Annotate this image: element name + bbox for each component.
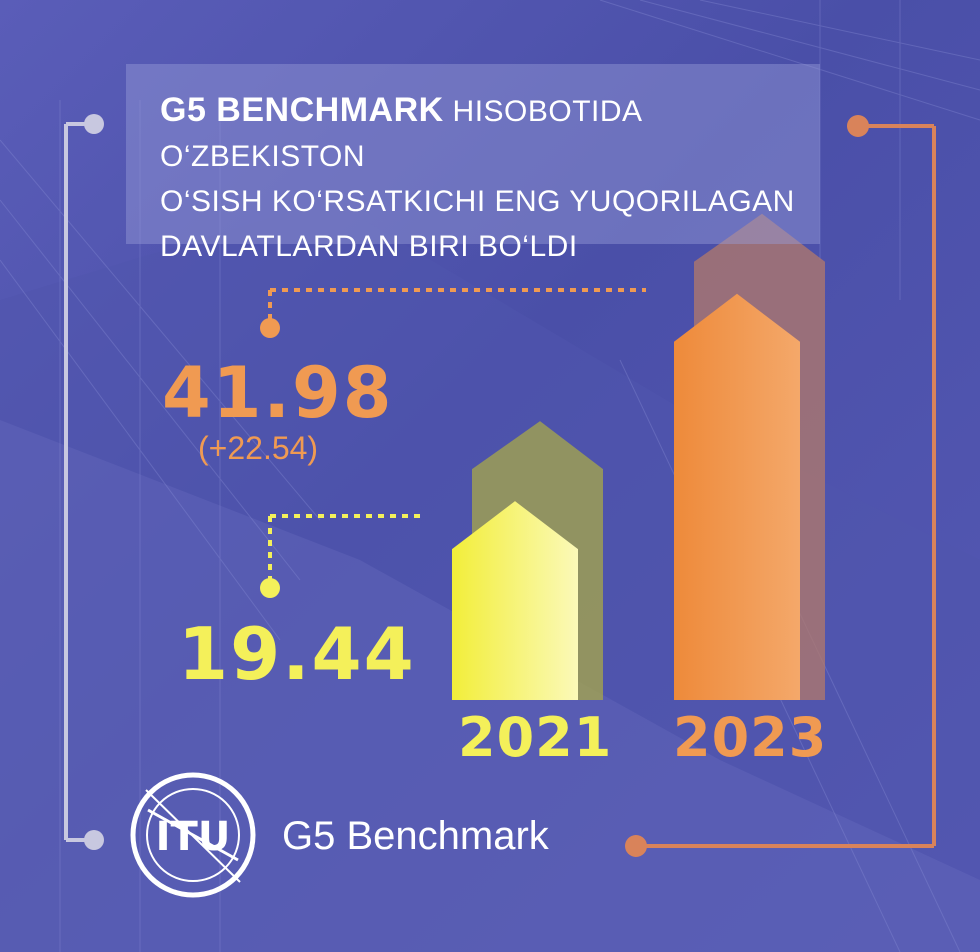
bar-2023	[674, 293, 800, 700]
year-label-2021: 2021	[458, 706, 613, 769]
value-2021: 19.44	[178, 612, 416, 696]
itu-logo-icon: ITU	[130, 772, 256, 898]
headline-bold: G5 BENCHMARK	[160, 91, 444, 129]
left-bracket	[64, 114, 104, 850]
footer-label: G5 Benchmark	[282, 814, 549, 858]
logo-text: ITU	[156, 814, 231, 860]
bar-group	[452, 213, 825, 700]
headline-line2: O‘SISH KO‘RSATKICHI ENG YUQORILAGAN	[160, 185, 795, 218]
delta-2023: (+22.54)	[198, 430, 319, 466]
headline-line3: DAVLATLARDAN BIRI BO‘LDI	[160, 230, 578, 263]
right-bracket	[625, 115, 936, 857]
headline-line1: HISOBOTIDA O‘ZBEKISTON	[160, 95, 641, 173]
headline: G5 BENCHMARK HISOBOTIDA O‘ZBEKISTON O‘SI…	[160, 88, 820, 269]
leader-2021	[260, 514, 426, 598]
value-2023: 41.98	[162, 352, 394, 434]
title-panel	[126, 64, 820, 244]
bar-2021	[452, 501, 578, 700]
year-label-2023: 2023	[673, 706, 828, 769]
leader-2023	[260, 288, 646, 338]
